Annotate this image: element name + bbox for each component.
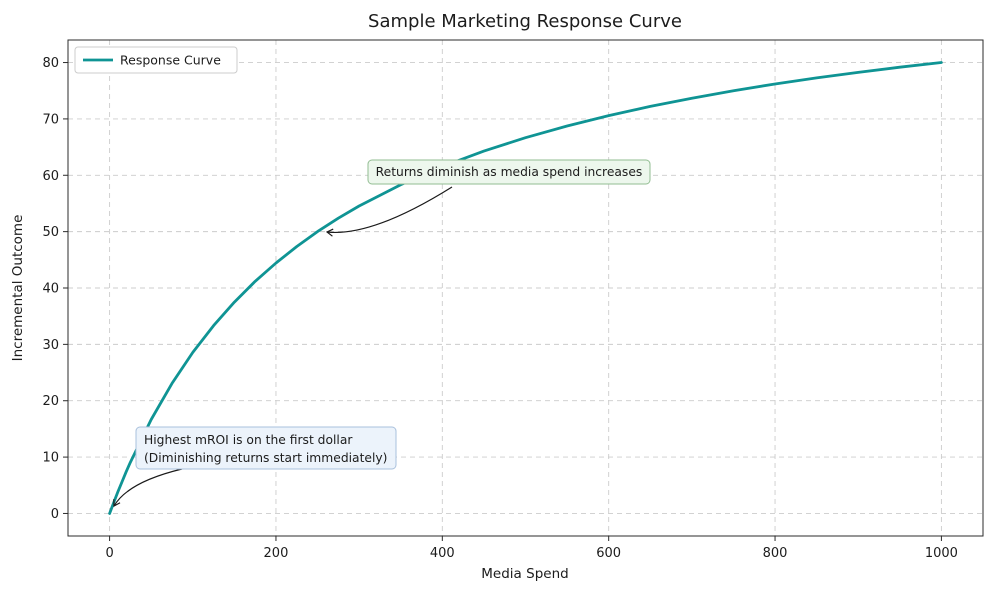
- y-tick-label: 30: [42, 338, 59, 353]
- annotation-diminishing-returns: Returns diminish as media spend increase…: [367, 159, 651, 185]
- curve-layer: [108, 61, 943, 515]
- y-tick-label: 80: [42, 56, 59, 71]
- chart-title: Sample Marketing Response Curve: [368, 11, 682, 32]
- y-tick-label: 70: [42, 112, 59, 127]
- legend-frame: [74, 46, 238, 74]
- x-tick-label: 1000: [925, 546, 958, 561]
- annotation-diminishing-returns-arrow: [325, 186, 453, 237]
- x-tick-label: 600: [596, 546, 621, 561]
- x-tick-label: 0: [105, 546, 113, 561]
- annotation-mroi: Highest mROI is on the first dollar (Dim…: [135, 426, 397, 470]
- legend: Response Curve: [74, 46, 238, 74]
- annotation-mroi-line1: Highest mROI is on the first dollar: [144, 433, 353, 447]
- x-axis-label: Media Spend: [481, 566, 568, 582]
- x-tick-label: 200: [264, 546, 289, 561]
- y-tick-label: 10: [42, 451, 59, 466]
- y-tick-label: 60: [42, 169, 59, 184]
- y-tick-label: 20: [42, 394, 59, 409]
- annotation-diminishing-returns-text: Returns diminish as media spend increase…: [376, 165, 643, 179]
- grid: [68, 40, 983, 536]
- annotation-mroi-arrow: [113, 468, 183, 507]
- y-axis-label: Incremental Outcome: [10, 215, 26, 362]
- annotation-mroi-line2: (Diminishing returns start immediately): [144, 451, 387, 465]
- x-tick-label: 400: [430, 546, 455, 561]
- y-tick-label: 0: [51, 507, 59, 522]
- ticks: 0 200 400 600 800 1000 0 10 20 30 40 50 60 70 80: [42, 56, 958, 561]
- legend-label: Response Curve: [120, 53, 221, 68]
- x-tick-label: 800: [763, 546, 788, 561]
- annotation-diminishing-returns-box: [367, 159, 651, 185]
- y-tick-label: 40: [42, 282, 59, 297]
- response-curve-line: [108, 61, 943, 515]
- annotation-mroi-box: [135, 426, 397, 470]
- y-tick-label: 50: [42, 225, 59, 240]
